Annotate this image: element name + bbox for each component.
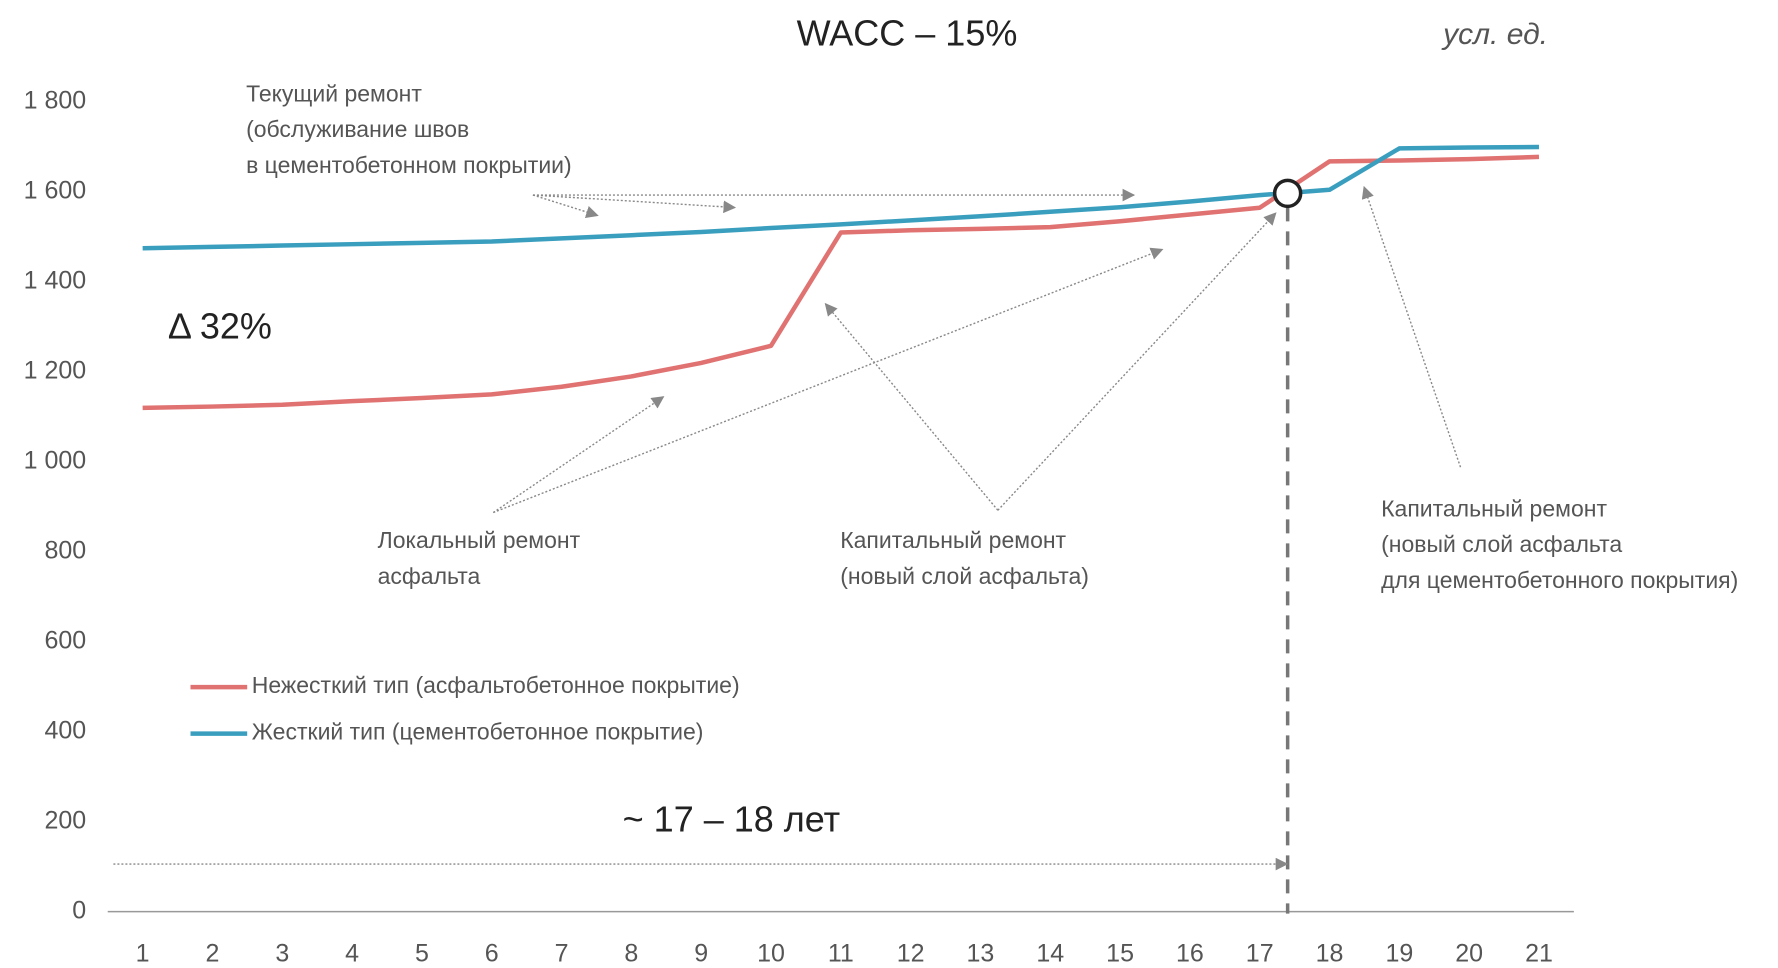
crossing-marker bbox=[1272, 178, 1303, 209]
y-tick-label: 1 600 bbox=[24, 177, 87, 205]
y-tick-label: 0 bbox=[72, 896, 86, 924]
period-label: ~ 17 – 18 лет bbox=[623, 799, 840, 840]
series-line bbox=[142, 144, 1539, 251]
x-tick-label: 17 bbox=[1246, 939, 1274, 967]
x-tick-label: 19 bbox=[1385, 939, 1413, 967]
x-tick-label: 6 bbox=[485, 939, 499, 967]
y-tick-label: 600 bbox=[44, 626, 86, 654]
pointer-arrow bbox=[492, 396, 665, 514]
x-tick-label: 12 bbox=[897, 939, 925, 967]
chart-title: WACC – 15% bbox=[797, 13, 1018, 54]
pointer-arrow bbox=[1361, 185, 1462, 468]
annotation: асфальта bbox=[378, 563, 481, 589]
pointer-arrow bbox=[532, 194, 599, 219]
delta-label: Δ 32% bbox=[168, 305, 272, 346]
y-tick-label: 1 800 bbox=[24, 87, 87, 115]
y-tick-label: 200 bbox=[44, 806, 86, 834]
pointer-arrow bbox=[997, 212, 1277, 511]
legend-label: Жесткий тип (цементобетонное покрытие) bbox=[252, 719, 704, 745]
x-tick-label: 20 bbox=[1455, 939, 1483, 967]
annotation: Капитальный ремонт bbox=[1381, 495, 1607, 521]
x-tick-label: 3 bbox=[275, 939, 289, 967]
annotation: в цементобетонном покрытии) bbox=[246, 152, 572, 178]
annotation: Локальный ремонт bbox=[378, 527, 581, 553]
annotation: (обслуживание швов bbox=[246, 116, 469, 142]
x-tick-label: 2 bbox=[205, 939, 219, 967]
x-tick-label: 8 bbox=[624, 939, 638, 967]
x-tick-label: 7 bbox=[555, 939, 569, 967]
x-tick-label: 5 bbox=[415, 939, 429, 967]
x-tick-label: 15 bbox=[1106, 939, 1134, 967]
x-tick-label: 1 bbox=[136, 939, 150, 967]
pointer-arrow bbox=[532, 194, 737, 214]
annotation: (новый слой асфальта) bbox=[840, 563, 1089, 589]
x-tick-label: 11 bbox=[828, 939, 854, 967]
annotation: Текущий ремонт bbox=[246, 80, 422, 106]
x-tick-label: 14 bbox=[1036, 939, 1064, 967]
x-tick-label: 18 bbox=[1316, 939, 1344, 967]
annotation: Капитальный ремонт bbox=[840, 527, 1066, 553]
series-line bbox=[142, 154, 1540, 411]
annotation: для цементобетонного покрытия) bbox=[1381, 567, 1738, 593]
x-tick-label: 4 bbox=[345, 939, 359, 967]
x-tick-label: 10 bbox=[757, 939, 785, 967]
x-tick-label: 16 bbox=[1176, 939, 1204, 967]
annotation: (новый слой асфальта bbox=[1381, 531, 1622, 557]
pointer-arrow bbox=[824, 302, 999, 511]
y-tick-label: 1 400 bbox=[24, 267, 87, 295]
x-tick-label: 21 bbox=[1525, 939, 1553, 967]
y-tick-label: 800 bbox=[44, 536, 86, 564]
x-tick-label: 13 bbox=[967, 939, 995, 967]
y-tick-label: 400 bbox=[44, 716, 86, 744]
unit-label: усл. ед. bbox=[1441, 18, 1548, 51]
y-tick-label: 1 200 bbox=[24, 357, 87, 385]
x-tick-label: 9 bbox=[694, 939, 708, 967]
legend-label: Нежесткий тип (асфальтобетонное покрытие… bbox=[252, 672, 740, 698]
y-tick-label: 1 000 bbox=[24, 446, 87, 474]
